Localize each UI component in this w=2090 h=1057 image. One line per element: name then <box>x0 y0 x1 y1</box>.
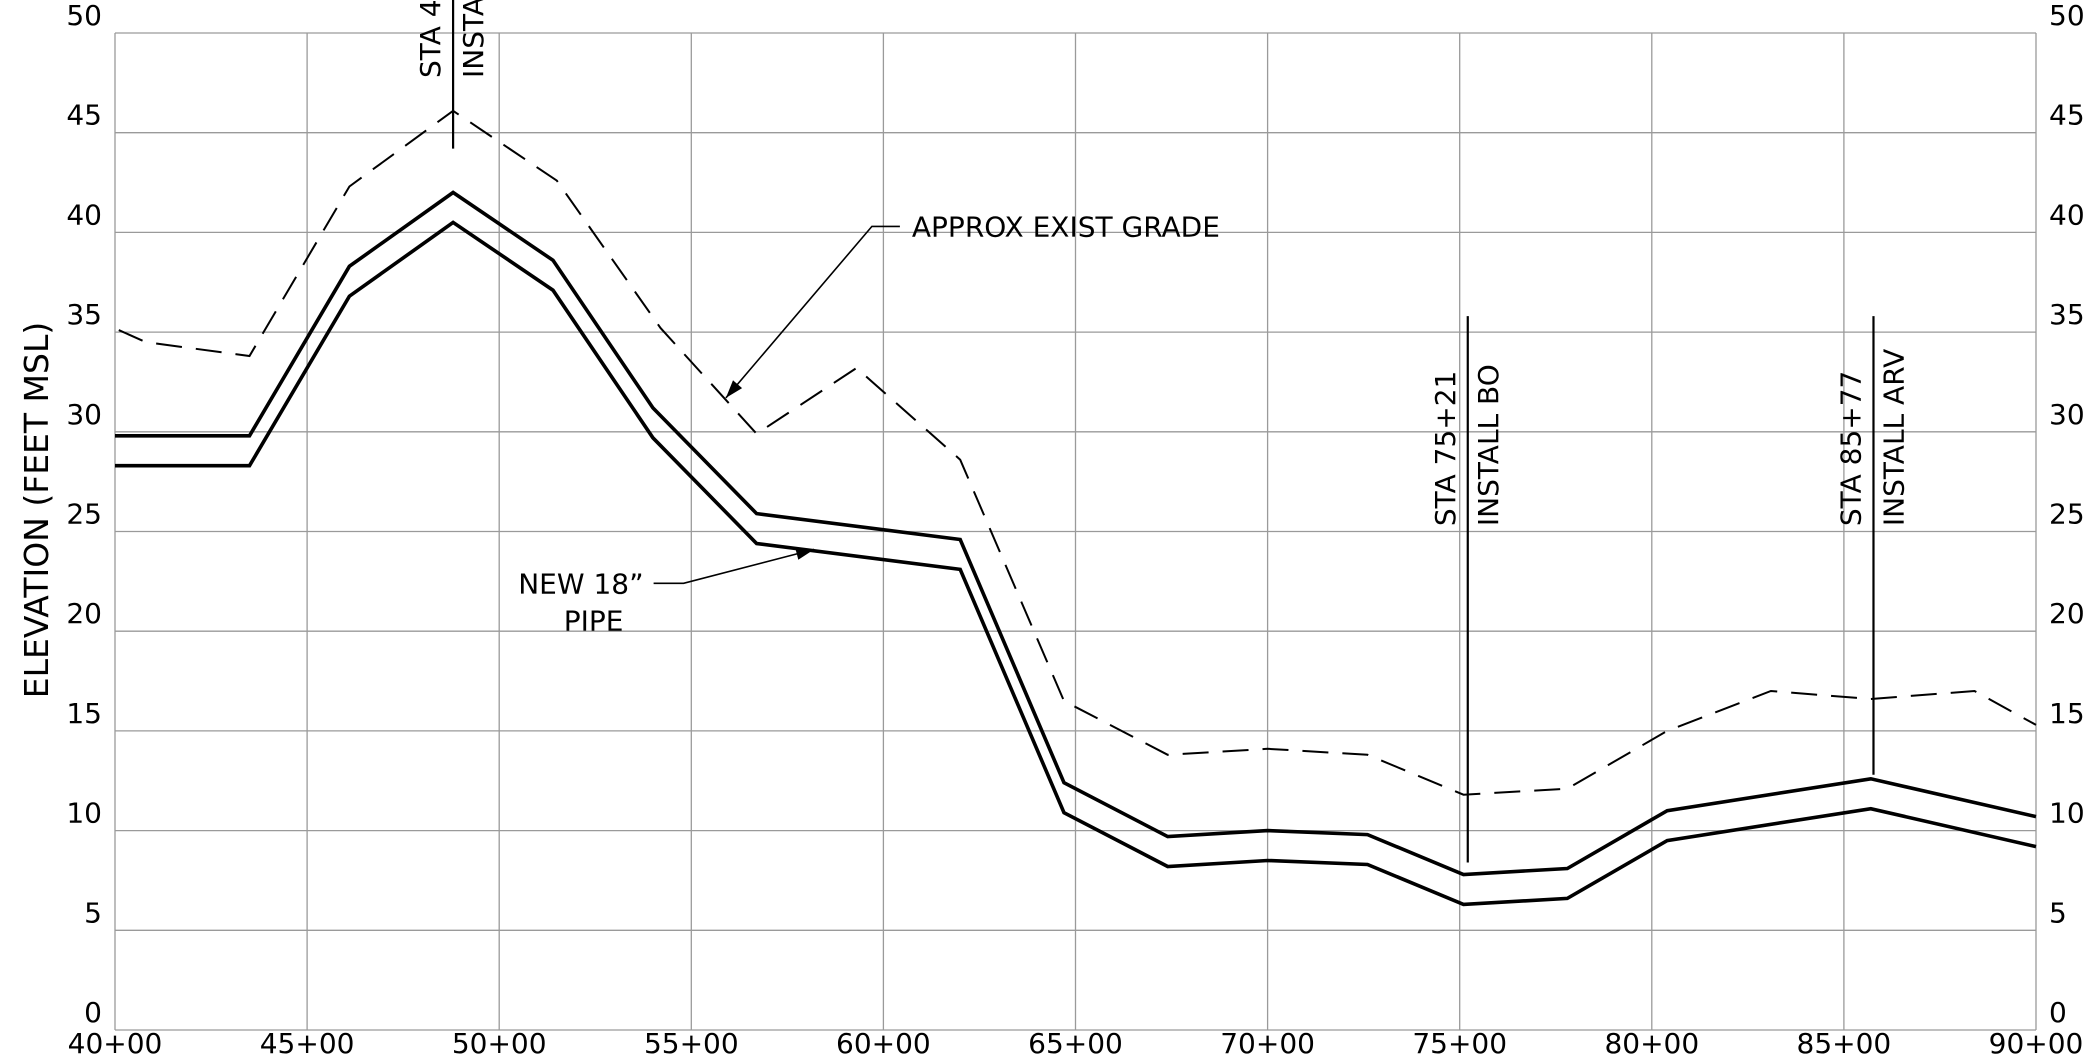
pipe-top-line <box>115 190 2037 877</box>
existing-grade-label-arrowhead <box>725 380 743 398</box>
y-tick-label-left: 50 <box>66 0 102 32</box>
y-axis-right: 0 5 10 15 20 25 30 35 40 45 50 <box>2049 0 2085 1029</box>
existing-grade-line <box>118 109 2037 796</box>
y-tick-label-right: 30 <box>2049 398 2085 431</box>
y-tick-label-left: 5 <box>84 896 102 929</box>
y-tick-label-right: 10 <box>2049 797 2085 830</box>
y-tick-label-left: 0 <box>84 996 102 1029</box>
x-axis: 40+00 45+00 50+00 55+00 60+00 65+00 70+00 75+00… <box>68 1027 2084 1057</box>
station-markers: STA 4 INSTA STA 75+21 INSTALL BO STA 85+77 IN… <box>414 0 1911 863</box>
y-tick-label-left: 15 <box>66 697 102 730</box>
sta-49-label-line: INSTA <box>457 0 490 78</box>
sta-75-21-label-line: INSTALL BO <box>1472 364 1505 526</box>
y-axis-left: 0 5 10 15 20 25 30 35 40 45 50 <box>66 0 102 1029</box>
y-tick-label-right: 20 <box>2049 597 2085 630</box>
series-group <box>115 109 2037 907</box>
y-tick-label-right: 0 <box>2049 996 2067 1029</box>
grid-lines <box>114 32 2037 1031</box>
y-tick-label-left: 45 <box>66 99 102 132</box>
y-tick-label-left: 10 <box>66 797 102 830</box>
sta-85-77-label-line: STA 85+77 <box>1835 371 1868 526</box>
existing-grade-label-text: APPROX EXIST GRADE <box>912 210 1220 243</box>
x-tick-label: 40+00 <box>68 1027 163 1057</box>
y-tick-label-right: 25 <box>2049 498 2085 531</box>
y-tick-label-right: 40 <box>2049 198 2085 231</box>
y-tick-label-right: 35 <box>2049 298 2085 331</box>
sta-75-21-label-line: STA 75+21 <box>1429 371 1462 526</box>
annotations: APPROX EXIST GRADE NEW 18” PIPE <box>518 210 1220 637</box>
sta-49-label-line: STA 4 <box>414 0 447 78</box>
x-tick-label: 65+00 <box>1028 1027 1123 1057</box>
sta-85-77-label-line: INSTALL ARV <box>1878 349 1911 526</box>
x-tick-label: 70+00 <box>1220 1027 1315 1057</box>
y-tick-label-left: 30 <box>66 398 102 431</box>
x-tick-label: 45+00 <box>260 1027 355 1057</box>
x-tick-label: 75+00 <box>1412 1027 1507 1057</box>
x-tick-label: 60+00 <box>836 1027 931 1057</box>
y-tick-label-right: 15 <box>2049 697 2085 730</box>
pipe-label-text: NEW 18” <box>518 567 643 600</box>
existing-grade-label-leader <box>725 225 900 399</box>
x-tick-label: 55+00 <box>644 1027 739 1057</box>
y-tick-label-right: 45 <box>2049 99 2085 132</box>
y-tick-label-left: 35 <box>66 298 102 331</box>
pipe-bottom-line <box>115 220 2037 907</box>
x-tick-label: 80+00 <box>1604 1027 1699 1057</box>
y-tick-label-left: 20 <box>66 597 102 630</box>
y-tick-label-left: 25 <box>66 498 102 531</box>
pipe-label-text: PIPE <box>564 604 624 637</box>
y-tick-label-right: 5 <box>2049 896 2067 929</box>
pipe-label-arrowhead <box>795 548 815 560</box>
x-tick-label: 50+00 <box>452 1027 547 1057</box>
y-tick-label-left: 40 <box>66 198 102 231</box>
y-tick-label-right: 50 <box>2049 0 2085 32</box>
y-axis-label: ELEVATION (FEET MSL) <box>17 322 56 699</box>
x-tick-label: 85+00 <box>1797 1027 1892 1057</box>
pipe-label-leader <box>653 548 815 585</box>
x-tick-label: 90+00 <box>1989 1027 2084 1057</box>
